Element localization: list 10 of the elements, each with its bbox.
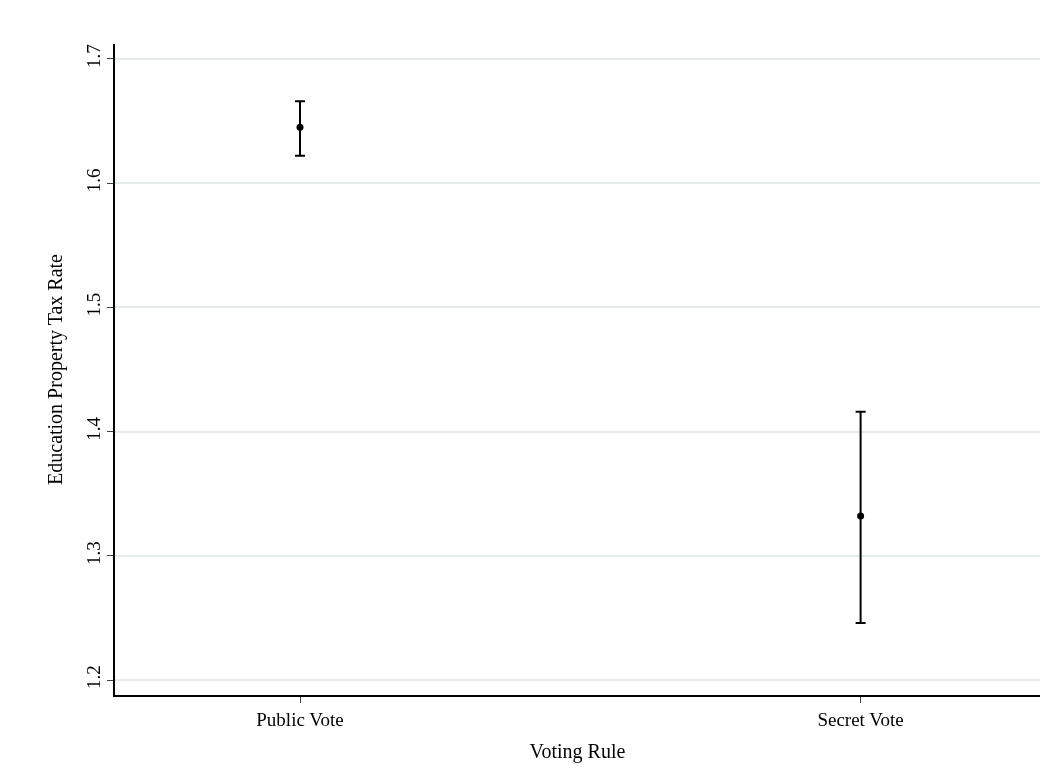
y-tick-label: 1.2 xyxy=(82,665,104,690)
y-tick-label: 1.7 xyxy=(82,44,104,68)
x-tick-label: Public Vote xyxy=(256,708,344,730)
y-tick-label: 1.4 xyxy=(82,416,104,441)
y-tick-label: 1.5 xyxy=(82,292,104,317)
x-axis-title: Voting Rule xyxy=(529,739,626,763)
y-tick-label: 1.3 xyxy=(82,541,104,565)
x-tick-label: Secret Vote xyxy=(817,708,904,730)
y-tick-label: 1.6 xyxy=(82,168,104,193)
y-axis-title: Education Property Tax Rate xyxy=(43,253,67,485)
